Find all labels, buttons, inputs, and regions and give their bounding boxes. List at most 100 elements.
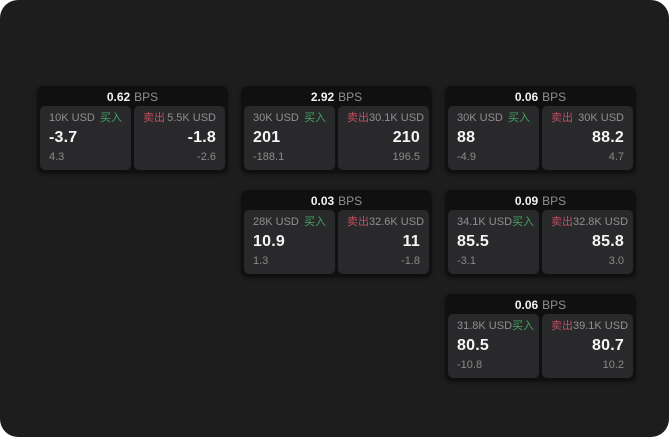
sell-size-label: 5.5K USD: [167, 112, 216, 124]
quote-panels: 10K USD 买入 -3.7 4.3 卖出 5.5K USD -1.8 -2.…: [40, 106, 225, 170]
sell-panel-top-row: 卖出 30.1K USD: [347, 112, 424, 125]
quote-panels: 30K USD 买入 88 -4.9 卖出 30K USD 88.2 4.7: [448, 106, 633, 170]
sell-delta: 196.5: [392, 151, 420, 163]
sell-price: 85.8: [592, 233, 624, 250]
buy-price: 80.5: [457, 337, 489, 354]
buy-delta: -188.1: [253, 151, 285, 163]
sell-side-label: 卖出: [347, 112, 369, 124]
buy-size-label: 10K USD: [49, 112, 95, 124]
quote-card-4: 0.03 BPS 28K USD 买入 10.9 1.3 卖出 32.6K US…: [241, 190, 432, 277]
buy-panel-top-row: 28K USD 买入: [253, 216, 326, 229]
buy-size-label: 30K USD: [457, 112, 503, 124]
sell-price: -1.8: [187, 129, 216, 146]
buy-price: 85.5: [457, 233, 489, 250]
bps-unit: BPS: [542, 90, 567, 104]
buy-delta: 1.3: [253, 255, 269, 267]
buy-delta: -3.1: [457, 255, 476, 267]
quote-card-2: 2.92 BPS 30K USD 买入 201 -188.1 卖出 30.1K …: [241, 86, 432, 173]
buy-panel[interactable]: 34.1K USD 买入 85.5 -3.1: [448, 210, 539, 274]
buy-delta: -4.9: [457, 151, 476, 163]
quote-panels: 28K USD 买入 10.9 1.3 卖出 32.6K USD 11 -1.8: [244, 210, 429, 274]
sell-panel-top-row: 卖出 32.6K USD: [347, 216, 424, 229]
sell-price: 88.2: [592, 129, 624, 146]
sell-side-label: 卖出: [551, 112, 573, 124]
buy-panel[interactable]: 31.8K USD 买入 80.5 -10.8: [448, 314, 539, 378]
buy-price: -3.7: [49, 129, 78, 146]
buy-side-label: 买入: [512, 320, 535, 332]
sell-size-label: 30K USD: [578, 112, 624, 124]
sell-price: 210: [392, 129, 420, 146]
quote-panels: 31.8K USD 买入 80.5 -10.8 卖出 39.1K USD 80.…: [448, 314, 633, 378]
buy-panel[interactable]: 30K USD 买入 88 -4.9: [448, 106, 539, 170]
buy-panel-top-row: 34.1K USD 买入: [457, 216, 534, 229]
bps-value: 0.06: [514, 298, 539, 312]
sell-panel-top-row: 卖出 5.5K USD: [143, 112, 216, 125]
buy-price: 201: [253, 129, 281, 146]
bps-unit: BPS: [542, 194, 567, 208]
sell-size-label: 32.8K USD: [573, 216, 629, 228]
sell-delta: 10.2: [602, 359, 624, 371]
bps-header: 0.62 BPS: [40, 89, 225, 106]
buy-panel[interactable]: 30K USD 买入 201 -188.1: [244, 106, 335, 170]
buy-panel-top-row: 10K USD 买入: [49, 112, 122, 125]
sell-panel-top-row: 卖出 32.8K USD: [551, 216, 628, 229]
buy-panel-top-row: 30K USD 买入: [457, 112, 530, 125]
bps-unit: BPS: [338, 90, 363, 104]
buy-side-label: 买入: [304, 112, 326, 124]
bps-value: 0.09: [514, 194, 539, 208]
bps-value: 0.03: [310, 194, 335, 208]
buy-side-label: 买入: [304, 216, 326, 228]
quote-card-3: 0.06 BPS 30K USD 买入 88 -4.9 卖出 30K USD 8…: [445, 86, 636, 173]
quote-panels: 30K USD 买入 201 -188.1 卖出 30.1K USD 210 1…: [244, 106, 429, 170]
sell-size-label: 39.1K USD: [573, 320, 629, 332]
quote-panels: 34.1K USD 买入 85.5 -3.1 卖出 32.8K USD 85.8…: [448, 210, 633, 274]
sell-price: 80.7: [592, 337, 624, 354]
buy-panel-top-row: 31.8K USD 买入: [457, 320, 534, 333]
quote-card-1: 0.62 BPS 10K USD 买入 -3.7 4.3 卖出 5.5K USD…: [37, 86, 228, 173]
quote-card-5: 0.09 BPS 34.1K USD 买入 85.5 -3.1 卖出 32.8K…: [445, 190, 636, 277]
buy-panel-top-row: 30K USD 买入: [253, 112, 326, 125]
sell-panel[interactable]: 卖出 32.8K USD 85.8 3.0: [542, 210, 633, 274]
bps-value: 0.62: [106, 90, 131, 104]
buy-panel[interactable]: 10K USD 买入 -3.7 4.3: [40, 106, 131, 170]
bps-header: 0.06 BPS: [448, 297, 633, 314]
sell-size-label: 30.1K USD: [369, 112, 425, 124]
sell-panel-top-row: 卖出 30K USD: [551, 112, 624, 125]
buy-size-label: 28K USD: [253, 216, 299, 228]
buy-side-label: 买入: [100, 112, 122, 124]
sell-panel[interactable]: 卖出 5.5K USD -1.8 -2.6: [134, 106, 225, 170]
buy-size-label: 31.8K USD: [457, 320, 513, 332]
sell-panel[interactable]: 卖出 30K USD 88.2 4.7: [542, 106, 633, 170]
sell-panel-top-row: 卖出 39.1K USD: [551, 320, 628, 333]
buy-size-label: 34.1K USD: [457, 216, 513, 228]
buy-delta: -10.8: [457, 359, 483, 371]
sell-delta: -2.6: [197, 151, 216, 163]
sell-side-label: 卖出: [347, 216, 369, 228]
bps-value: 2.92: [310, 90, 335, 104]
sell-delta: 3.0: [608, 255, 624, 267]
sell-side-label: 卖出: [143, 112, 165, 124]
buy-panel[interactable]: 28K USD 买入 10.9 1.3: [244, 210, 335, 274]
sell-size-label: 32.6K USD: [369, 216, 425, 228]
buy-side-label: 买入: [508, 112, 530, 124]
bps-header: 0.06 BPS: [448, 89, 633, 106]
quote-card-6: 0.06 BPS 31.8K USD 买入 80.5 -10.8 卖出 39.1…: [445, 294, 636, 381]
bps-header: 2.92 BPS: [244, 89, 429, 106]
sell-panel[interactable]: 卖出 30.1K USD 210 196.5: [338, 106, 429, 170]
buy-side-label: 买入: [512, 216, 535, 228]
bps-header: 0.03 BPS: [244, 193, 429, 210]
sell-panel[interactable]: 卖出 39.1K USD 80.7 10.2: [542, 314, 633, 378]
sell-side-label: 卖出: [551, 320, 573, 332]
sell-delta: 4.7: [608, 151, 624, 163]
bps-unit: BPS: [542, 298, 567, 312]
buy-size-label: 30K USD: [253, 112, 299, 124]
sell-panel[interactable]: 卖出 32.6K USD 11 -1.8: [338, 210, 429, 274]
sell-price: 11: [402, 233, 420, 250]
sell-side-label: 卖出: [551, 216, 573, 228]
sell-delta: -1.8: [401, 255, 420, 267]
bps-unit: BPS: [338, 194, 363, 208]
buy-price: 10.9: [253, 233, 285, 250]
bps-unit: BPS: [134, 90, 159, 104]
bps-value: 0.06: [514, 90, 539, 104]
